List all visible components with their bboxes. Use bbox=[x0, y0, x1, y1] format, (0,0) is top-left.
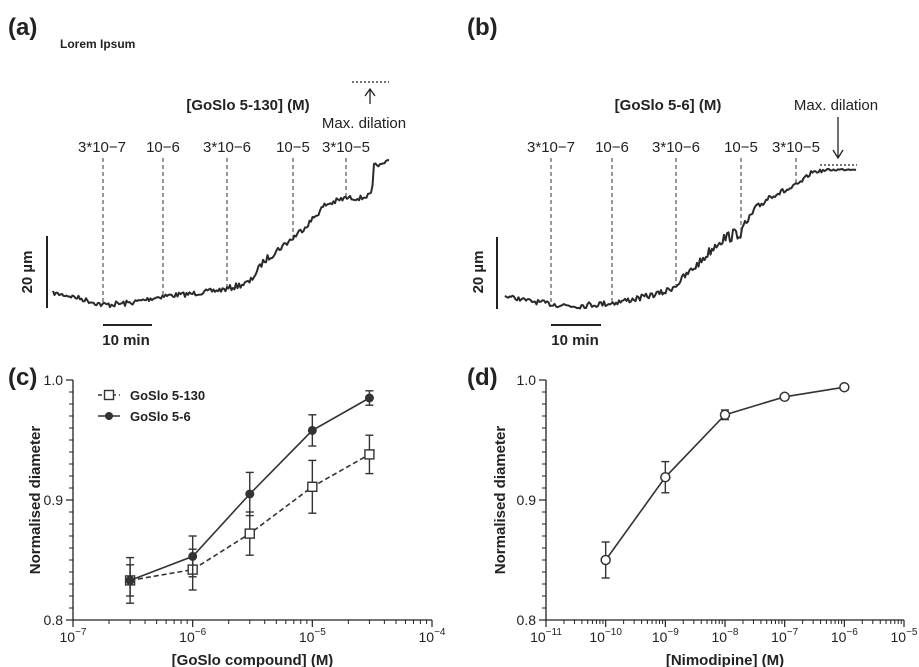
chart-d-series-1-point bbox=[600, 554, 611, 566]
chart-c-x-tick-label: 10−4 bbox=[419, 627, 446, 645]
trace-a-max-arrow bbox=[364, 87, 376, 104]
trace-b-diameter-trace bbox=[504, 167, 857, 310]
conc-a-2: 10−6 bbox=[146, 139, 180, 156]
trace-a-scale-x-label: 10 min bbox=[102, 332, 150, 349]
chart-d-series-1-point bbox=[779, 391, 790, 403]
chart-c-x-tick-label: 10−7 bbox=[60, 627, 87, 645]
chart-d-series-1-point bbox=[660, 471, 671, 483]
chart-c-series-1-point bbox=[307, 481, 318, 492]
panel-a: (a) Lorem Ipsum [GoSlo 5-130] (M) Max. d… bbox=[8, 14, 406, 349]
chart-c-series-1-point bbox=[244, 528, 255, 539]
chart-c-y-tick-label: 0.8 bbox=[44, 612, 64, 628]
trace-a-application-lines bbox=[102, 158, 347, 305]
chart-d-x-tick-label: 10−9 bbox=[652, 627, 679, 645]
chart-c-y-tick-label: 0.9 bbox=[44, 492, 64, 508]
chart-c: 0.8 0.9 1.0 10−7 10−6 10−5 10−4 [GoSlo compound… bbox=[27, 372, 446, 667]
trace-b-max-label: Max. dilation bbox=[794, 97, 878, 114]
conc-a-4: 10−5 bbox=[276, 139, 310, 156]
panel-b: (b) [GoSlo 5-6] (M) Max. dilation 3*10−7… bbox=[467, 14, 878, 349]
trace-b-scale-x-label: 10 min bbox=[551, 332, 599, 349]
trace-b-title: [GoSlo 5-6] (M) bbox=[615, 97, 722, 114]
chart-c-x-tick-label: 10−5 bbox=[299, 627, 326, 645]
chart-c-legend-marker bbox=[103, 389, 115, 401]
conc-a-3: 3*10−6 bbox=[203, 139, 251, 156]
chart-d-x-tick-label: 10−8 bbox=[712, 627, 739, 645]
chart-c-x-tick-label: 10−6 bbox=[179, 627, 206, 645]
chart-d-x-tick-label: 10−6 bbox=[831, 627, 858, 645]
chart-d-y-tick-label: 1.0 bbox=[517, 372, 537, 388]
chart-d-series-1-point bbox=[839, 381, 850, 393]
chart-d-y-axis-title: Normalised diameter bbox=[492, 426, 509, 575]
conc-b-5: 3*10−5 bbox=[772, 139, 820, 156]
chart-c-series-1-point bbox=[364, 449, 375, 460]
conc-b-3: 3*10−6 bbox=[652, 139, 700, 156]
trace-a-title: [GoSlo 5-130] (M) bbox=[186, 97, 309, 114]
chart-c-y-axis-title: Normalised diameter bbox=[27, 426, 44, 575]
chart-d-x-tick-label: 10−7 bbox=[771, 627, 798, 645]
chart-c-legend-entry-2: GoSlo 5-6 bbox=[98, 409, 191, 424]
conc-a-1: 3*10−7 bbox=[78, 139, 126, 156]
chart-d-series-1-point bbox=[719, 409, 731, 421]
chart-d-y-tick-label: 0.8 bbox=[517, 612, 537, 628]
chart-d-y-tick-label: 0.9 bbox=[517, 492, 537, 508]
chart-c-legend-label: GoSlo 5-130 bbox=[130, 388, 205, 403]
panel-c: (c) 0.8 0.9 1.0 10−7 10−6 10−5 10−4 [GoSlo comp… bbox=[8, 364, 446, 667]
trace-a-diameter-trace bbox=[52, 159, 389, 309]
chart-c-series-2-point bbox=[125, 575, 135, 585]
panel-d-letter: (d) bbox=[467, 364, 498, 391]
trace-b-scale-y-label: 20 µm bbox=[470, 251, 487, 294]
trace-a-concentration-labels: 3*10−7 10−6 3*10−6 10−5 3*10−5 bbox=[78, 139, 370, 156]
chart-c-series-2-point bbox=[188, 551, 198, 561]
panel-b-letter: (b) bbox=[467, 14, 498, 41]
chart-c-legend-marker bbox=[105, 412, 113, 420]
chart-c-legend-label: GoSlo 5-6 bbox=[130, 409, 191, 424]
chart-d-x-axis-title: [Nimodipine] (M) bbox=[666, 652, 784, 667]
chart-c-y-tick-label: 1.0 bbox=[44, 372, 64, 388]
chart-d: 0.8 0.9 1.0 10−11 10−10 10−9 10−8 10−7 10−6 10−5 [… bbox=[492, 372, 918, 667]
chart-c-legend-entry-1: GoSlo 5-130 bbox=[98, 388, 205, 403]
conc-b-2: 10−6 bbox=[595, 139, 629, 156]
chart-d-x-tick-label: 10−5 bbox=[891, 627, 918, 645]
chart-c-series-2-point bbox=[307, 425, 317, 435]
chart-c-series-2-point bbox=[364, 393, 374, 403]
chart-c-x-axis-title: [GoSlo compound] (M) bbox=[172, 652, 334, 667]
conc-b-1: 3*10−7 bbox=[527, 139, 575, 156]
trace-a-max-label: Max. dilation bbox=[322, 115, 406, 132]
trace-a-scale-y-label: 20 µm bbox=[19, 251, 36, 294]
trace-b-concentration-labels: 3*10−7 10−6 3*10−6 10−5 3*10−5 bbox=[527, 139, 820, 156]
chart-d-x-tick-label: 10−11 bbox=[530, 627, 562, 645]
panel-a-subtitle: Lorem Ipsum bbox=[60, 37, 135, 51]
conc-b-4: 10−5 bbox=[724, 139, 758, 156]
panel-d: (d) 0.8 0.9 1.0 10−11 10−10 10−9 10−8 10−7 10−6 1… bbox=[467, 364, 918, 667]
panel-c-letter: (c) bbox=[8, 364, 37, 391]
panel-a-letter: (a) bbox=[8, 14, 37, 41]
conc-a-5: 3*10−5 bbox=[322, 139, 370, 156]
chart-c-series-2-point bbox=[245, 489, 255, 499]
trace-b-max-arrow bbox=[832, 117, 844, 160]
chart-d-x-tick-label: 10−10 bbox=[589, 627, 622, 645]
trace-b-application-lines bbox=[550, 158, 797, 305]
